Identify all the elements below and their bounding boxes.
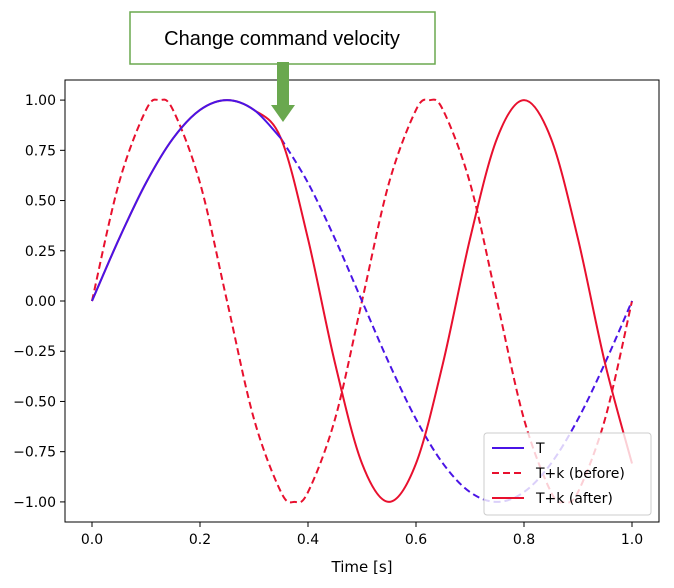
y-tick-label: 1.00	[25, 93, 56, 109]
legend-label-t: T	[535, 441, 545, 457]
legend-label-t-k-before: T+k (before)	[535, 466, 625, 482]
callout-box	[129, 11, 436, 65]
y-tick-label: −1.00	[13, 495, 56, 511]
callout-text: Change command velocity	[164, 28, 400, 50]
x-tick-label: 0.4	[297, 532, 319, 548]
x-axis-ticks: 0.0 0.2 0.4 0.6 0.8 1.0	[81, 522, 643, 548]
legend-label-t-k-after: T+k (after)	[535, 491, 613, 507]
legend: T T+k (before) T+k (after)	[483, 432, 652, 516]
y-tick-label: 0.25	[25, 244, 56, 260]
series-line-t-dashed	[280, 137, 633, 503]
y-tick-label: −0.25	[13, 344, 56, 360]
x-axis-label: Time [s]	[331, 558, 393, 576]
y-axis-ticks: 1.00 0.75 0.50 0.25 0.00 −0.25 −0.50 −0.75 −1.00	[13, 93, 65, 511]
x-tick-label: 0.8	[513, 532, 535, 548]
y-tick-label: −0.50	[13, 394, 56, 410]
x-tick-label: 0.6	[405, 532, 427, 548]
legend-box	[483, 432, 652, 516]
y-tick-label: 0.75	[25, 143, 56, 159]
x-tick-label: 1.0	[621, 532, 643, 548]
y-tick-label: 0.50	[25, 194, 56, 210]
x-tick-label: 0.0	[81, 532, 103, 548]
callout-arrow-icon	[271, 62, 295, 122]
y-tick-label: −0.75	[13, 445, 56, 461]
callout-annotation: Change command velocity	[129, 11, 436, 122]
x-tick-label: 0.2	[189, 532, 211, 548]
y-tick-label: 0.00	[25, 294, 56, 310]
series-line-t-solid	[91, 99, 282, 302]
